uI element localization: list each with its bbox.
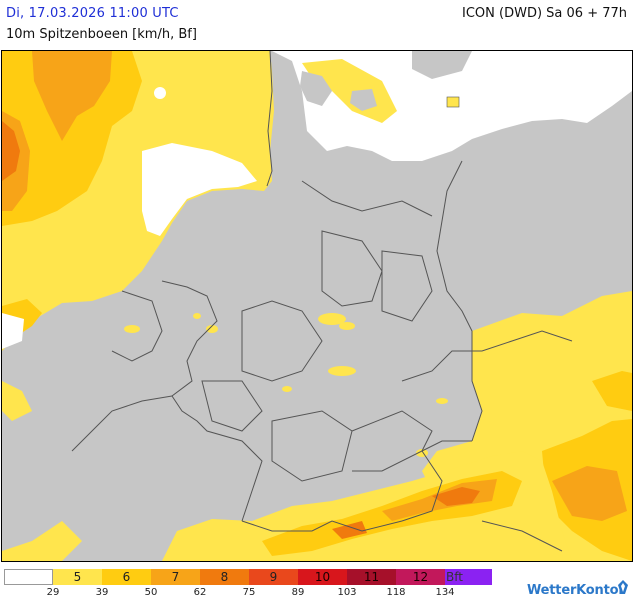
legend-cell-6: 10 xyxy=(298,569,347,585)
legend-cell-8: 12 xyxy=(396,569,445,585)
legend-cell-5: 9 xyxy=(249,569,298,585)
legend-cell-1: 5 xyxy=(53,569,102,585)
legend-tick-0: 29 xyxy=(46,587,60,598)
legend-tick-4: 75 xyxy=(242,587,256,598)
gust-map-canvas xyxy=(2,51,632,561)
model-run-label: ICON (DWD) Sa 06 + 77h xyxy=(462,6,627,21)
alps-gust-field xyxy=(2,381,572,561)
legend-cell-2: 6 xyxy=(102,569,151,585)
gust-map xyxy=(1,50,633,562)
wetterkontor-logo: WetterKontor xyxy=(527,583,625,598)
legend-cell-7: 11 xyxy=(347,569,396,585)
legend-tick-2: 50 xyxy=(144,587,158,598)
legend-tick-8: 134 xyxy=(435,587,455,598)
kmh-ticks: 29 39 50 62 75 89 103 118 134 xyxy=(4,587,504,599)
north-sea-gust-field xyxy=(2,51,274,351)
legend-tick-5: 89 xyxy=(291,587,305,598)
legend-tick-6: 103 xyxy=(337,587,357,598)
country-borders xyxy=(71,51,573,552)
wetterkontor-icon xyxy=(618,580,628,594)
bft-legend: 5 6 7 8 9 10 11 12 Bft xyxy=(4,569,492,585)
parameter-title: 10m Spitzenboeen [km/h, Bf] xyxy=(6,27,197,42)
legend-cell-4: 8 xyxy=(200,569,249,585)
legend-cell-0 xyxy=(4,569,53,585)
legend-tick-1: 39 xyxy=(95,587,109,598)
forecast-datetime: Di, 17.03.2026 11:00 UTC xyxy=(6,6,179,21)
scattered-gust-spots xyxy=(124,313,448,457)
baltic-sea xyxy=(272,51,632,161)
legend-tick-3: 62 xyxy=(193,587,207,598)
legend-tick-7: 118 xyxy=(386,587,406,598)
legend-cell-3: 7 xyxy=(151,569,200,585)
legend-cell-9: Bft xyxy=(445,569,492,585)
